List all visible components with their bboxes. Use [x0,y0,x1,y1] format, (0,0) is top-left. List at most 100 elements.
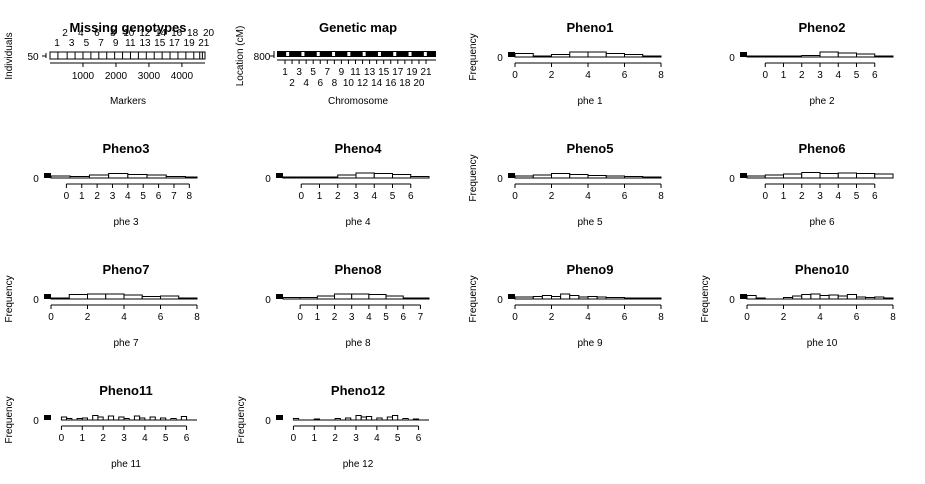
histogram-bar [801,172,821,179]
x-tick-label: 0 [59,433,65,444]
x-tick-label: 8 [658,191,664,202]
x-tick-label: 1000 [72,71,95,82]
x-tick-label: 7 [171,191,177,202]
y-tick-label: 0 [729,53,735,64]
histogram-bar [569,295,580,300]
histogram-bar [368,294,387,300]
x-tick-label: 4 [366,312,372,323]
chart-title: Missing genotypes [69,20,186,35]
chromosome-label: 18 [187,28,199,39]
x-tick-label: 0 [298,191,304,202]
x-tick-label: 1 [315,312,321,323]
histogram-bar [819,173,839,179]
histogram-bar [282,297,301,300]
chromosome-label: 20 [203,28,215,39]
na-bar [508,52,515,57]
chromosome-label: 20 [413,78,425,89]
histogram-bar [569,51,589,58]
histogram-bar [837,172,857,179]
x-tick-label: 4 [835,191,841,202]
histogram-bar [746,175,766,179]
histogram-bar [856,173,876,179]
chromosome-label: 2 [289,78,295,89]
x-tick-label: 8 [890,312,896,323]
chart-title: Pheno6 [799,141,846,156]
histogram-bar [569,174,589,179]
y-axis-label: Frequency [236,396,247,443]
x-tick-label: 8 [658,70,664,81]
histogram-panel: Pheno5 0 2 4 6 8 0 phe 5 Frequency [468,141,664,228]
chromosome-label: 12 [357,78,369,89]
histogram-bar [746,55,766,58]
x-tick-label: 5 [163,433,169,444]
chromosome-strip [393,52,397,56]
x-tick-label: 0 [297,312,303,323]
chart-title: Pheno7 [103,262,150,277]
na-bar [508,173,515,178]
chromosome-strip [423,52,427,56]
x-tick-label: 3 [349,312,355,323]
histogram-bar [334,293,353,300]
na-bar [740,52,747,57]
chromosome-label: 5 [310,67,316,78]
y-tick-label: 0 [497,174,503,185]
x-tick-label: 8 [194,312,200,323]
x-tick-label: 0 [291,433,297,444]
x-tick-label: 0 [64,191,70,202]
histogram-bar [819,51,839,58]
chromosome-label: 3 [69,38,75,49]
chromosome-label: 10 [343,78,355,89]
histogram-bar [392,415,399,421]
x-tick-label: 5 [854,70,860,81]
chart-title: Pheno8 [335,262,382,277]
chromosome-label: 16 [385,78,397,89]
chromosome-strip [339,52,343,56]
histogram-bar [127,174,148,179]
histogram-panel: Pheno2 0 1 2 3 4 5 6 0 phe 2 [729,20,894,107]
x-tick-label: 4 [371,191,377,202]
chart-title: Pheno11 [99,383,152,398]
histogram-bar [351,293,370,300]
x-tick-label: 1 [781,191,787,202]
chromosome-strip [431,52,435,56]
x-tick-label: 6 [156,191,162,202]
x-tick-label: 2 [549,312,555,323]
histogram-bar [587,51,607,58]
x-tick-label: 2 [332,433,338,444]
chromosome-label: 4 [303,78,309,89]
x-tick-label: 6 [408,191,414,202]
x-tick-label: 5 [140,191,146,202]
x-tick-label: 3 [121,433,127,444]
x-tick-label: 4 [125,191,131,202]
chromosome-label: 8 [110,28,116,39]
chromosome-strip [400,52,404,56]
histogram-bar [605,53,625,58]
chart-title: Pheno10 [795,262,849,277]
histogram-bar [180,416,188,421]
y-tick-label: 50 [27,52,39,63]
na-bar [276,294,283,299]
chromosome-label: 9 [339,67,345,78]
na-bar [44,415,51,420]
chromosome-strip [347,52,351,56]
chromosome-strip [286,52,290,56]
y-axis-label: Frequency [4,396,15,443]
histogram-bar [810,293,821,300]
histogram-bar [801,294,812,300]
histogram-bar [282,176,302,179]
y-tick-label: 0 [497,53,503,64]
chromosome-label: 8 [332,78,338,89]
chromosome-label: 9 [113,38,119,49]
x-tick-label: 4 [835,70,841,81]
histogram-bar [365,416,373,421]
chart-title: Pheno3 [103,141,150,156]
x-tick-label: 1 [79,191,85,202]
chromosome-label: 21 [198,38,210,49]
histogram-panel: Pheno6 0 1 2 3 4 5 6 0 phe 6 [729,141,894,228]
chromosome-label: 3 [296,67,302,78]
x-tick-label: 8 [187,191,193,202]
x-tick-label: 6 [416,433,422,444]
x-tick-label: 6 [622,70,628,81]
chromosome-label: 1 [282,67,288,78]
